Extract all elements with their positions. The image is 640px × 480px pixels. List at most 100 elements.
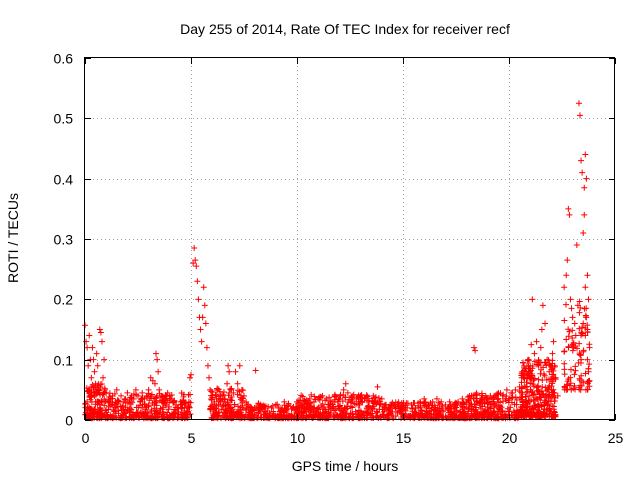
data-point xyxy=(237,396,244,403)
data-point xyxy=(92,380,99,387)
data-point xyxy=(84,398,91,405)
data-point xyxy=(400,401,406,408)
data-point xyxy=(521,375,528,382)
data-point xyxy=(580,348,587,355)
data-point xyxy=(208,388,215,395)
data-point xyxy=(561,371,568,378)
data-point xyxy=(265,403,272,410)
grid-layer xyxy=(85,58,615,420)
data-point xyxy=(508,395,515,402)
data-point xyxy=(565,205,572,212)
data-point xyxy=(487,413,494,420)
data-point xyxy=(216,388,223,395)
data-point xyxy=(391,401,398,408)
data-point xyxy=(576,340,583,347)
data-point xyxy=(295,406,302,412)
data-point xyxy=(234,380,241,387)
data-point xyxy=(482,392,489,399)
data-point xyxy=(222,415,229,422)
data-point xyxy=(88,374,95,381)
data-point xyxy=(430,413,437,420)
y-tick-label: 0.4 xyxy=(54,172,74,188)
data-point xyxy=(232,368,239,375)
data-point xyxy=(93,350,100,357)
data-point xyxy=(586,383,593,390)
data-point xyxy=(88,392,95,399)
data-point xyxy=(306,413,313,420)
data-point xyxy=(327,410,334,417)
data-point xyxy=(518,413,525,420)
data-point xyxy=(85,387,92,394)
data-point xyxy=(272,415,279,422)
data-point xyxy=(162,395,169,402)
data-point xyxy=(357,392,364,399)
data-point xyxy=(95,409,102,416)
data-point xyxy=(412,404,419,411)
y-tick-label: 0 xyxy=(65,413,73,429)
data-point xyxy=(186,374,193,381)
data-point xyxy=(576,298,583,305)
data-point xyxy=(577,112,584,119)
data-point xyxy=(202,320,209,327)
data-point xyxy=(109,392,116,399)
x-axis-title: GPS time / hours xyxy=(292,458,399,474)
data-point xyxy=(198,338,205,345)
data-point xyxy=(580,320,587,327)
data-point xyxy=(539,302,546,309)
data-point xyxy=(143,392,150,399)
data-point xyxy=(161,415,168,422)
data-point xyxy=(419,411,426,418)
data-point xyxy=(565,326,572,333)
data-point xyxy=(306,395,313,402)
data-point xyxy=(215,401,222,408)
data-point xyxy=(92,398,99,405)
data-point xyxy=(357,408,364,415)
data-point xyxy=(549,371,556,378)
data-point xyxy=(528,405,535,412)
data-point xyxy=(126,408,133,415)
data-point xyxy=(486,395,493,402)
data-point xyxy=(459,400,466,407)
data-point xyxy=(512,394,519,401)
data-point xyxy=(578,157,585,164)
data-point xyxy=(129,413,136,420)
data-point xyxy=(453,407,460,414)
data-point xyxy=(165,406,172,413)
data-point xyxy=(466,392,473,399)
data-point xyxy=(567,374,574,381)
data-point xyxy=(534,396,541,403)
data-point xyxy=(456,413,463,420)
data-point xyxy=(536,408,543,415)
data-point xyxy=(185,391,192,398)
data-point xyxy=(470,406,477,413)
data-point xyxy=(230,389,237,396)
data-point xyxy=(580,379,587,386)
data-point xyxy=(578,330,585,337)
data-point xyxy=(110,406,117,413)
data-point xyxy=(571,371,578,378)
data-point xyxy=(569,341,576,348)
data-point xyxy=(386,407,393,414)
data-point xyxy=(145,403,152,410)
data-point xyxy=(195,296,202,303)
data-point xyxy=(263,413,270,420)
data-point xyxy=(211,398,218,405)
data-point xyxy=(529,296,536,303)
data-point xyxy=(539,377,546,384)
data-point xyxy=(122,404,129,411)
data-point xyxy=(568,305,575,312)
data-point xyxy=(277,415,284,422)
data-point xyxy=(239,400,246,407)
data-point xyxy=(532,403,539,410)
data-point xyxy=(128,392,135,399)
data-point xyxy=(166,399,173,406)
data-point xyxy=(319,401,326,408)
x-tick-label: 10 xyxy=(290,430,306,446)
data-point xyxy=(442,401,449,408)
data-point xyxy=(568,386,575,393)
data-point xyxy=(485,410,492,417)
data-point xyxy=(535,376,542,383)
data-point xyxy=(389,408,396,415)
data-point xyxy=(361,395,368,402)
